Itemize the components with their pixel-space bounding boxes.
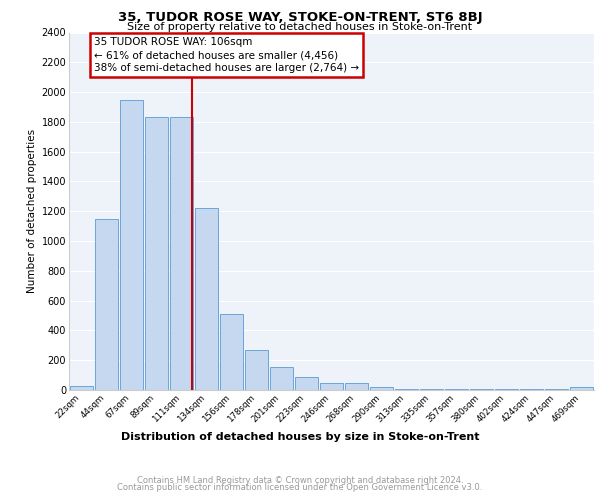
Bar — [295, 376, 318, 390]
Bar — [395, 388, 418, 390]
Bar — [195, 208, 218, 390]
Text: Contains HM Land Registry data © Crown copyright and database right 2024.: Contains HM Land Registry data © Crown c… — [137, 476, 463, 485]
Bar — [95, 218, 118, 390]
Bar — [220, 314, 243, 390]
Bar — [345, 384, 368, 390]
Bar — [270, 367, 293, 390]
Bar — [120, 100, 143, 390]
Bar — [70, 386, 93, 390]
Text: 35, TUDOR ROSE WAY, STOKE-ON-TRENT, ST6 8BJ: 35, TUDOR ROSE WAY, STOKE-ON-TRENT, ST6 … — [118, 11, 482, 24]
Bar — [570, 387, 593, 390]
Text: 35 TUDOR ROSE WAY: 106sqm
← 61% of detached houses are smaller (4,456)
38% of se: 35 TUDOR ROSE WAY: 106sqm ← 61% of detac… — [94, 37, 359, 74]
Bar — [245, 350, 268, 390]
Bar — [170, 118, 193, 390]
Text: Contains public sector information licensed under the Open Government Licence v3: Contains public sector information licen… — [118, 484, 482, 492]
Bar — [320, 382, 343, 390]
Text: Distribution of detached houses by size in Stoke-on-Trent: Distribution of detached houses by size … — [121, 432, 479, 442]
Bar — [145, 118, 168, 390]
Bar — [370, 387, 393, 390]
Y-axis label: Number of detached properties: Number of detached properties — [28, 129, 37, 294]
Text: Size of property relative to detached houses in Stoke-on-Trent: Size of property relative to detached ho… — [127, 22, 473, 32]
